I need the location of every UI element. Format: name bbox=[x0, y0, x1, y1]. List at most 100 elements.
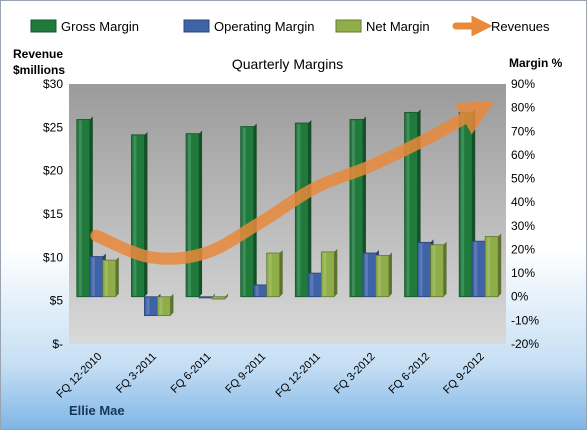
bar-net-margin bbox=[102, 259, 117, 298]
y-right-tick-label: 80% bbox=[511, 101, 535, 115]
bar-highlight bbox=[310, 274, 314, 296]
y-right-tick-label: 70% bbox=[511, 124, 535, 138]
y-right-tick-label: 0% bbox=[511, 290, 529, 304]
bar-side bbox=[253, 123, 257, 297]
bar-highlight bbox=[323, 252, 327, 296]
bar-highlight bbox=[268, 254, 272, 296]
y-right-tick-label: -10% bbox=[511, 313, 539, 327]
y-right-tick-label: 60% bbox=[511, 148, 535, 162]
bar-net-margin bbox=[484, 236, 499, 298]
x-tick-label: FQ 9-2012 bbox=[441, 351, 487, 397]
bar-highlight bbox=[255, 285, 259, 296]
bar-side bbox=[308, 120, 312, 297]
bar-highlight bbox=[432, 245, 436, 296]
y-left-tick-label: $30 bbox=[43, 77, 63, 91]
bar-highlight bbox=[188, 134, 192, 296]
x-tick-label: FQ 6-2011 bbox=[169, 351, 214, 396]
bar-highlight bbox=[487, 237, 491, 296]
bar-net-margin bbox=[375, 254, 390, 298]
x-tick-label: FQ 3-2011 bbox=[114, 351, 159, 396]
bar-operating-margin bbox=[198, 296, 213, 299]
legend-label: Operating Margin bbox=[214, 19, 314, 34]
bar-side bbox=[199, 130, 203, 297]
y-right-tick-label: 10% bbox=[511, 266, 535, 280]
bar-highlight bbox=[78, 120, 82, 296]
bar-highlight bbox=[419, 243, 423, 296]
bar-highlight bbox=[242, 127, 246, 296]
y-right-tick-label: 50% bbox=[511, 172, 535, 186]
bar-side bbox=[498, 233, 502, 297]
y-right-axis: -20% -10% 0% 10% 20% 30% 40% 50% 60% 70% 80% 90% bbox=[511, 77, 539, 351]
y-right-tick-label: -20% bbox=[511, 337, 539, 351]
bar-gross-margin bbox=[294, 122, 309, 298]
bar-side bbox=[225, 293, 229, 300]
revenue-line bbox=[90, 101, 495, 265]
x-tick-label: FQ 6-2012 bbox=[387, 351, 433, 397]
bar-gross-margin bbox=[185, 133, 200, 298]
y-left-axis-title-line2: $millions bbox=[13, 63, 65, 77]
y-right-tick-label: 30% bbox=[511, 219, 535, 233]
y-left-tick-label: $25 bbox=[43, 120, 63, 134]
bar-operating-margin bbox=[471, 240, 486, 298]
legend-label: Revenues bbox=[491, 19, 550, 34]
bar-operating-margin bbox=[417, 241, 431, 298]
bar-side bbox=[388, 252, 392, 297]
bar-operating-margin bbox=[253, 284, 268, 298]
legend-swatch-net-margin bbox=[335, 19, 362, 33]
y-left-tick-label: $15 bbox=[43, 207, 63, 221]
bar-side bbox=[144, 131, 148, 297]
bar-operating-margin bbox=[89, 256, 104, 298]
bar-highlight bbox=[377, 256, 381, 296]
bar-side bbox=[115, 257, 119, 297]
y-left-tick-label: $5 bbox=[50, 294, 64, 308]
bar-highlight bbox=[133, 135, 137, 296]
bar-gross-margin bbox=[458, 111, 473, 298]
revenue-line-path bbox=[90, 101, 495, 265]
y-right-axis-title: Margin % bbox=[509, 56, 563, 70]
bar-highlight bbox=[104, 261, 108, 296]
chart-title: Quarterly Margins bbox=[232, 56, 343, 72]
bar-side bbox=[170, 293, 174, 316]
bar-gross-margin bbox=[76, 119, 91, 298]
x-tick-label: FQ 12-2011 bbox=[274, 351, 323, 400]
bar-net-margin bbox=[430, 244, 444, 298]
bar-highlight bbox=[146, 297, 150, 315]
y-left-axis-title: Revenue $millions bbox=[13, 47, 66, 77]
y-left-tick-label: $10 bbox=[43, 250, 63, 264]
legend-swatch-gross-margin bbox=[30, 19, 57, 33]
bar-highlight bbox=[351, 120, 355, 296]
bar-highlight bbox=[461, 113, 465, 296]
legend-label: Gross Margin bbox=[61, 19, 139, 34]
bar-gross-margin bbox=[131, 134, 145, 298]
y-left-tick-label: $20 bbox=[43, 164, 63, 178]
y-left-tick-label: $- bbox=[52, 337, 63, 351]
bar-net-margin bbox=[211, 296, 226, 300]
bar-side bbox=[362, 116, 366, 297]
bar-gross-margin bbox=[240, 126, 255, 298]
bar-highlight bbox=[406, 113, 410, 296]
brand-label: Ellie Mae bbox=[69, 403, 125, 418]
bar-side bbox=[443, 241, 447, 297]
bar-net-margin bbox=[320, 251, 335, 298]
y-left-axis: $- $5 $10 $15 $20 $25 $30 bbox=[43, 77, 63, 351]
bar-side bbox=[279, 250, 283, 297]
x-axis: FQ 12-2010 FQ 3-2011 FQ 6-2011 FQ 9-2011 FQ … bbox=[54, 351, 486, 401]
bar-gross-margin bbox=[349, 119, 364, 298]
bar-highlight bbox=[364, 254, 368, 296]
bar-highlight bbox=[91, 257, 95, 296]
legend: Gross Margin Operating Margin Net Margin Re… bbox=[30, 15, 550, 37]
y-left-axis-title-line1: Revenue bbox=[13, 47, 63, 61]
bar-side bbox=[334, 248, 338, 297]
bar-operating-margin bbox=[307, 272, 322, 298]
legend-swatch-operating-margin bbox=[183, 19, 210, 33]
legend-label: Net Margin bbox=[366, 19, 430, 34]
bar-net-margin bbox=[157, 296, 171, 317]
y-right-tick-label: 20% bbox=[511, 242, 535, 256]
y-right-tick-label: 40% bbox=[511, 195, 535, 209]
bar-highlight bbox=[159, 297, 163, 315]
bar-operating-margin bbox=[144, 296, 158, 317]
y-right-tick-label: 90% bbox=[511, 77, 535, 91]
bar-net-margin bbox=[266, 252, 281, 298]
